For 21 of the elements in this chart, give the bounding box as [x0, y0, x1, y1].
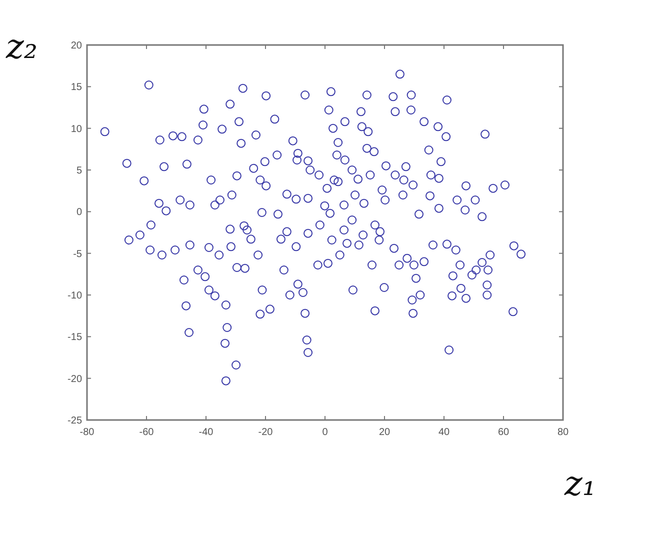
x-tick-label: -60: [139, 427, 154, 438]
y-axis-title: z₂: [5, 27, 38, 67]
x-tick-label: -80: [80, 427, 95, 438]
y-tick-label: -10: [68, 290, 82, 302]
x-tick-label: 20: [378, 427, 390, 438]
x-tick-label: -40: [198, 427, 214, 438]
x-tick-label: 80: [557, 427, 569, 438]
y-tick-label: -20: [68, 374, 82, 385]
x-tick-label: 0: [322, 427, 328, 438]
x-axis-title: z₁: [563, 464, 596, 504]
x-tick-label: -20: [258, 427, 274, 438]
y-tick-label: 20: [70, 40, 82, 52]
y-tick-label: 0: [76, 207, 82, 218]
y-tick-label: -15: [68, 332, 82, 344]
x-tick-label: 40: [438, 427, 450, 438]
y-tick-label: 5: [76, 166, 82, 176]
y-tick-label: 15: [70, 82, 82, 94]
y-tick-label: 10: [70, 124, 82, 135]
y-tick-label: -5: [73, 248, 82, 260]
y-tick-label: -25: [68, 416, 82, 426]
x-tick-label: 60: [498, 427, 510, 438]
